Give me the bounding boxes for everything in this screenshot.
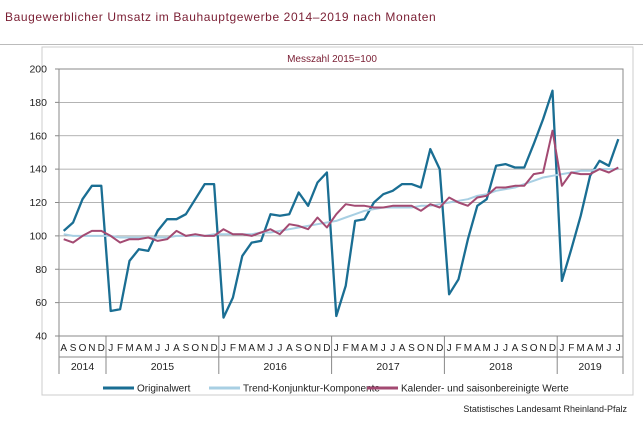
x-month-label: J: [277, 343, 282, 354]
x-year-label: 2016: [264, 361, 288, 373]
series-lines: [62, 89, 620, 319]
x-month-label: A: [136, 343, 143, 354]
x-year-label: 2018: [489, 361, 513, 373]
x-month-label: J: [616, 343, 621, 354]
x-month-label: M: [595, 343, 603, 354]
x-month-label: O: [530, 343, 538, 354]
x-month-label: J: [381, 343, 386, 354]
x-month-label: M: [257, 343, 265, 354]
x-month-label: O: [191, 343, 199, 354]
x-month-label: A: [399, 343, 406, 354]
x-month-label: J: [108, 343, 113, 354]
legend-label: Trend-Konjunktur-Komponente: [243, 384, 380, 395]
x-month-label: N: [539, 343, 546, 354]
x-month-label: J: [559, 343, 564, 354]
x-month-label: F: [230, 343, 236, 354]
x-month-label: D: [98, 343, 105, 354]
x-month-label: J: [155, 343, 160, 354]
x-month-label: N: [427, 343, 434, 354]
y-tick-label: 180: [29, 97, 47, 109]
x-month-label: D: [436, 343, 443, 354]
y-tick-label: 140: [29, 164, 47, 176]
x-month-label: O: [304, 343, 312, 354]
x-month-label: O: [417, 343, 425, 354]
y-tick-label: 40: [35, 331, 47, 343]
x-month-label: M: [144, 343, 152, 354]
x-month-label: S: [521, 343, 528, 354]
x-year-label: 2015: [151, 361, 175, 373]
x-month-label: A: [474, 343, 481, 354]
x-month-label: J: [606, 343, 611, 354]
x-month-label: N: [201, 343, 208, 354]
title-divider: [0, 44, 643, 45]
y-tick-label: 60: [35, 297, 47, 309]
x-month-label: J: [390, 343, 395, 354]
legend: Originalwert Trend-Konjunktur-Komponente K…: [103, 384, 569, 395]
x-month-label: M: [577, 343, 585, 354]
x-month-label: S: [70, 343, 77, 354]
series-line-3: [63, 129, 619, 244]
x-year-label: 2014: [71, 361, 95, 373]
x-month-label: A: [173, 343, 180, 354]
y-tick-label: 200: [29, 64, 47, 76]
x-month-label: J: [503, 343, 508, 354]
x-month-label: A: [286, 343, 293, 354]
chart-frame: [41, 46, 634, 396]
x-month-label: J: [494, 343, 499, 354]
y-tick-label: 80: [35, 264, 47, 276]
legend-label: Kalender- und saisonbereinigte Werte: [401, 384, 569, 395]
x-month-label: D: [323, 343, 330, 354]
x-month-label: S: [295, 343, 302, 354]
x-year-label: 2019: [578, 361, 602, 373]
x-month-label: M: [125, 343, 133, 354]
series-line-1: [62, 89, 620, 319]
x-month-label: A: [361, 343, 368, 354]
x-month-label: M: [464, 343, 472, 354]
x-month-label: S: [183, 343, 190, 354]
x-month-label: F: [343, 343, 349, 354]
x-month-label: M: [483, 343, 491, 354]
chart-subtitle: Messzahl 2015=100: [287, 54, 377, 65]
y-tick-label: 100: [29, 230, 47, 242]
y-axis: 40 60 80 100 120 140 160 180 200: [29, 64, 59, 343]
x-month-label: F: [568, 343, 574, 354]
x-month-label: A: [60, 343, 67, 354]
x-month-label: J: [334, 343, 339, 354]
x-month-label: D: [549, 343, 556, 354]
x-month-label: J: [221, 343, 226, 354]
x-month-label: J: [165, 343, 170, 354]
chart-title: Baugewerblicher Umsatz im Bauhauptgewerb…: [5, 10, 437, 24]
x-month-label: J: [447, 343, 452, 354]
x-month-label: D: [210, 343, 217, 354]
x-month-label: F: [455, 343, 461, 354]
y-tick-label: 160: [29, 130, 47, 142]
series-line-2: [63, 168, 619, 239]
x-month-label: O: [79, 343, 87, 354]
x-month-label: J: [268, 343, 273, 354]
x-month-label: A: [248, 343, 255, 354]
x-month-label: S: [408, 343, 415, 354]
x-month-label: N: [314, 343, 321, 354]
source-note: Statistisches Landesamt Rheinland-Pfalz: [463, 404, 627, 414]
x-year-label: 2017: [376, 361, 400, 373]
x-month-label: M: [238, 343, 246, 354]
x-month-label: M: [351, 343, 359, 354]
x-month-label: A: [587, 343, 594, 354]
x-month-label: M: [370, 343, 378, 354]
x-month-label: F: [117, 343, 123, 354]
y-tick-label: 120: [29, 197, 47, 209]
x-month-label: A: [512, 343, 519, 354]
x-month-label: N: [88, 343, 95, 354]
legend-label: Originalwert: [137, 384, 191, 395]
